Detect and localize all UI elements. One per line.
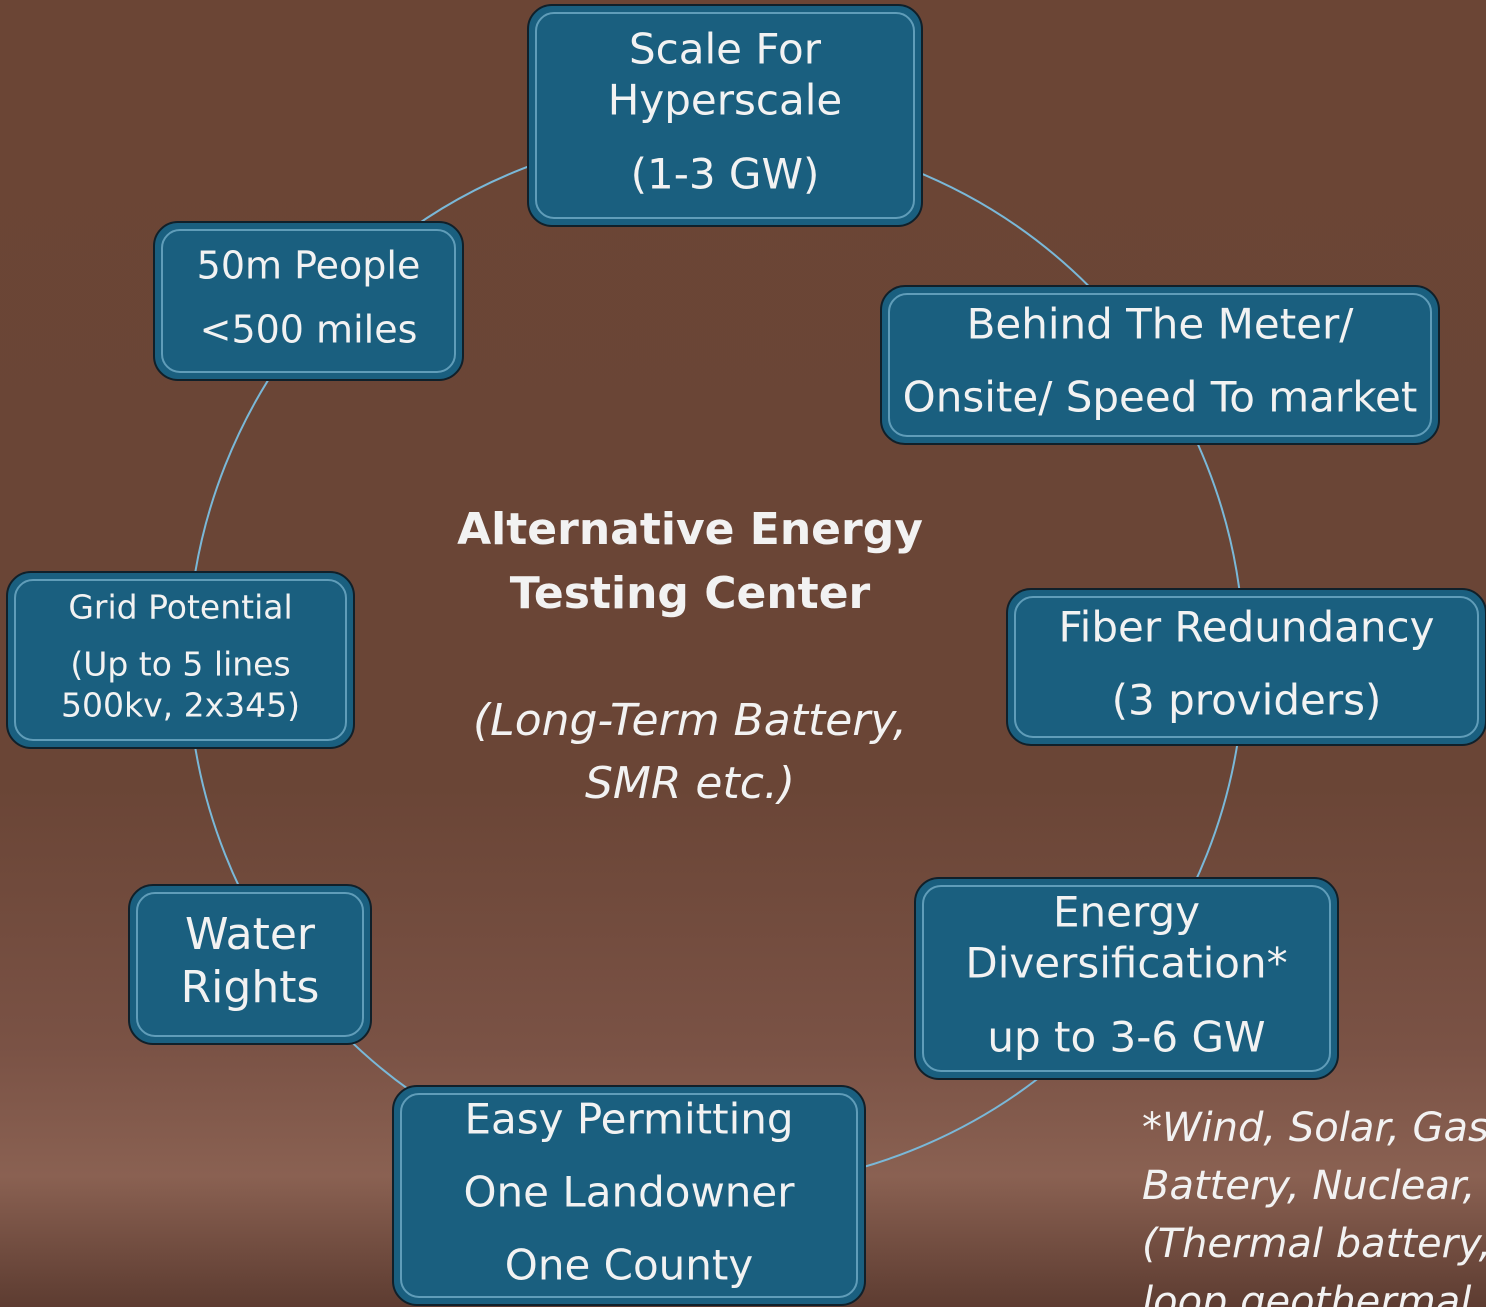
node-text: 50m People [197, 244, 421, 288]
node-bevel [161, 229, 456, 373]
node-box [6, 571, 355, 749]
node-bevel [1014, 596, 1479, 738]
node-text: Onsite/ Speed To market [903, 373, 1418, 422]
node-text: One Landowner [463, 1168, 795, 1217]
node-box [1006, 588, 1486, 746]
node-box [392, 1085, 866, 1306]
node: 50m People <500 miles [153, 221, 464, 381]
center-subtitle: SMR etc.) [585, 758, 795, 809]
node: Fiber Redundancy (3 providers) [1006, 588, 1486, 746]
node-box [153, 221, 464, 381]
node-text: Diversification* [965, 939, 1287, 988]
node-text: Grid Potential [68, 588, 292, 627]
footnote-text: *Wind, Solar, Gas, [1142, 1105, 1486, 1151]
node-text: Fiber Redundancy [1059, 603, 1435, 652]
footnote-text: loop geothermal [1142, 1279, 1471, 1307]
footnote-text: (Thermal battery, [1142, 1221, 1486, 1267]
node-text: Easy Permitting [464, 1095, 793, 1144]
node-text: One County [505, 1241, 753, 1290]
node-text: (Up to 5 lines [70, 645, 290, 684]
node-bevel [14, 579, 347, 741]
node-text: Behind The Meter/ [967, 300, 1355, 349]
node-box [128, 884, 372, 1045]
node-bevel [922, 885, 1331, 1072]
node-text: <500 miles [200, 308, 418, 352]
center-subtitle: (Long-Term Battery, [473, 695, 907, 746]
node-bevel [136, 892, 364, 1037]
node-box [914, 877, 1339, 1080]
node-text: (1-3 GW) [631, 150, 820, 199]
node-text: up to 3-6 GW [987, 1013, 1265, 1062]
center-label: Alternative Energy Testing Center (Long-Te… [457, 504, 923, 809]
node-box [880, 285, 1440, 445]
node: Behind The Meter/Onsite/ Speed To market [880, 285, 1440, 445]
node-bevel [400, 1093, 858, 1298]
node-text: Water [185, 909, 316, 960]
node-text: Hyperscale [608, 76, 842, 125]
node-text: (3 providers) [1112, 676, 1382, 725]
node-text: Scale For [629, 25, 822, 74]
node: Easy Permitting One Landowner One County [392, 1085, 866, 1306]
center-title: Alternative Energy [457, 504, 923, 555]
node-bevel [888, 293, 1432, 437]
footnote-text: Battery, Nuclear, [1142, 1163, 1475, 1209]
node-bevel [535, 12, 915, 219]
node-text: 500kv, 2x345) [61, 686, 300, 725]
node-text: Energy [1053, 888, 1200, 937]
center-title: Testing Center [510, 568, 871, 619]
node-text: Rights [181, 962, 320, 1013]
footnote: *Wind, Solar, Gas, Battery, Nuclear, (Ther… [1142, 1105, 1486, 1307]
node-box [527, 4, 923, 227]
